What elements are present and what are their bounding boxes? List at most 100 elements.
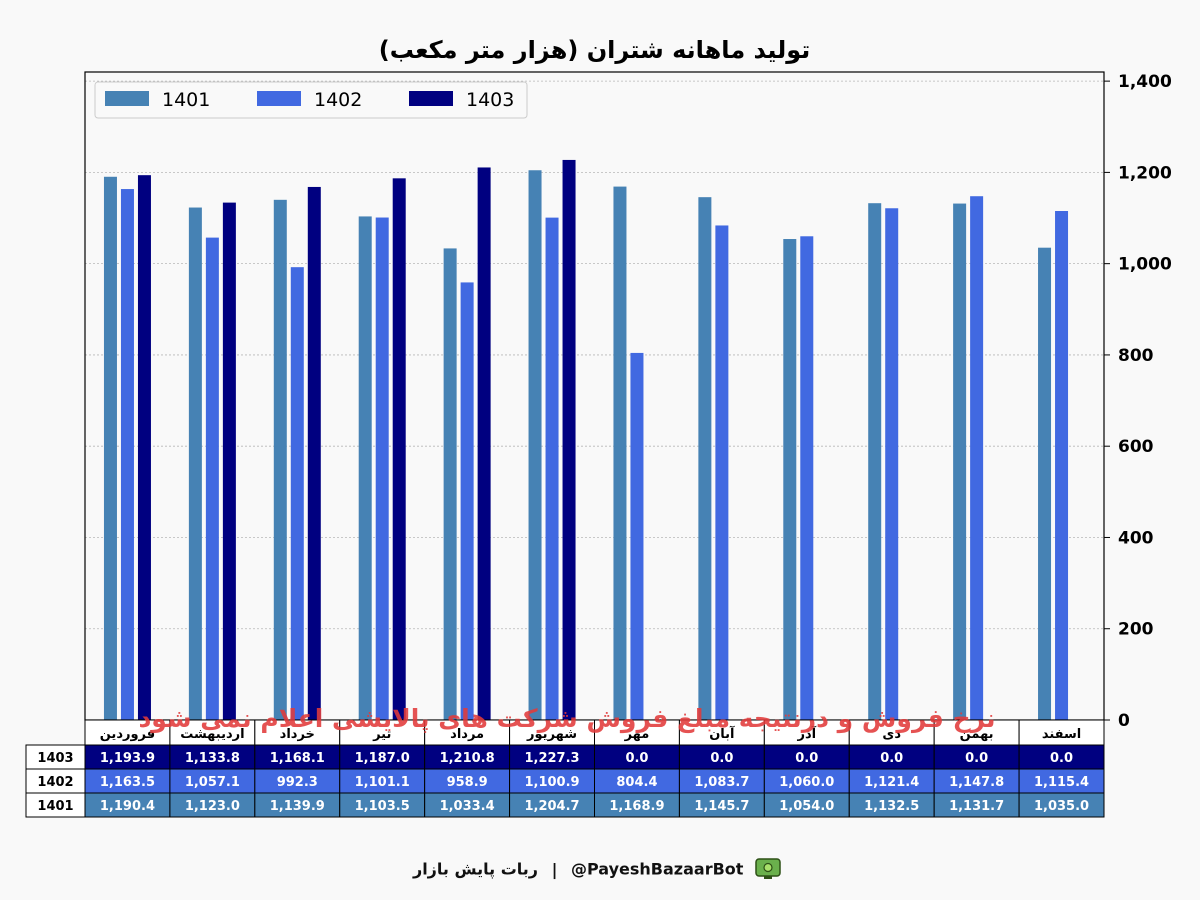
bar-1402 (205, 237, 219, 720)
table-cell (84, 792, 171, 818)
table-cell-value: 1,168.1 (270, 751, 325, 766)
table-cell-value: 1,033.4 (440, 799, 495, 814)
bar-1401 (1038, 247, 1052, 721)
table-cell (594, 744, 680, 770)
table-cell-value: 1,100.9 (524, 775, 579, 790)
legend-label-1401: 1401 (162, 89, 210, 111)
legend-swatch-1401 (105, 91, 149, 106)
table-cell (424, 744, 511, 770)
chart-title: تولید ماهانه شتران (هزار متر مکعب) (379, 36, 811, 64)
bar-1401 (273, 199, 287, 720)
month-label: آبان (709, 725, 735, 742)
legend: 1401 1402 1403 (94, 81, 528, 119)
table-cell (339, 792, 426, 818)
bar-1401 (868, 203, 882, 720)
legend-label-1402: 1402 (314, 89, 362, 111)
table-cell (424, 792, 511, 818)
month-label: مهر (624, 727, 650, 742)
plot-frame (84, 71, 1105, 721)
month-label: بهمن (960, 727, 994, 742)
table-cell-value: 1,210.8 (440, 751, 495, 766)
table-cell-value: 1,123.0 (185, 799, 240, 814)
row-label: 1401 (37, 799, 73, 814)
table-cell-value: 1,101.1 (355, 775, 410, 790)
table-cell-value: 0.0 (1050, 751, 1073, 766)
bar-1401 (613, 186, 627, 720)
month-label: شهریور (526, 727, 577, 742)
bar-1402 (1055, 211, 1069, 721)
bar-1402 (800, 236, 814, 721)
bar-1402 (460, 282, 474, 720)
month-label: تیر (372, 727, 391, 742)
bar-1403 (562, 159, 576, 720)
month-label: خرداد (280, 727, 315, 742)
table-cell-value: 1,145.7 (694, 799, 749, 814)
table-header-cell (254, 719, 341, 746)
bar-1403 (137, 175, 151, 720)
table-cell-value: 1,139.9 (270, 799, 325, 814)
table-cell-value: 1,227.3 (524, 751, 579, 766)
legend-swatch-1402 (257, 91, 301, 106)
table-cell-value: 0.0 (625, 751, 648, 766)
table-cell (1018, 792, 1105, 818)
table-header-cell (848, 719, 935, 746)
table-cell-value: 1,035.0 (1034, 799, 1089, 814)
table-header-cell (933, 719, 1020, 746)
table-cell-value: 1,168.9 (609, 799, 664, 814)
bar-1402 (885, 208, 899, 720)
bar-1401 (528, 170, 542, 720)
y-tick-label: 1,400 (1118, 72, 1172, 92)
table-header-cell (678, 719, 765, 746)
table-cell-value: 1,054.0 (779, 799, 834, 814)
table-cell (594, 792, 680, 818)
table-cell-value: 0.0 (795, 751, 818, 766)
bar-1402 (715, 225, 729, 720)
y-tick-label: 600 (1118, 437, 1154, 457)
bar-1401 (953, 203, 967, 720)
bar-1401 (698, 197, 712, 720)
bar-1401 (103, 176, 117, 720)
legend-swatch-1403 (409, 91, 453, 106)
bar-1402 (970, 196, 984, 720)
table-cell (763, 792, 850, 818)
table-cell (678, 768, 765, 794)
table-header-cell (339, 719, 426, 746)
month-label: اسفند (1042, 727, 1081, 742)
table-cell-value: 992.3 (277, 775, 318, 790)
table-cell-value: 0.0 (710, 751, 733, 766)
table-cell-value: 1,083.7 (694, 775, 749, 790)
y-tick-label: 200 (1118, 620, 1154, 640)
month-label: فروردین (100, 727, 155, 742)
table-cell-value: 0.0 (880, 751, 903, 766)
table-cell (169, 744, 256, 770)
table-header-cell (1018, 719, 1105, 746)
table-cell-value: 1,131.7 (949, 799, 1004, 814)
table-cell (1018, 768, 1105, 794)
table-cell-value: 1,115.4 (1034, 775, 1089, 790)
month-label: مرداد (450, 727, 484, 742)
bar-1402 (120, 189, 134, 720)
table-cell-value: 1,147.8 (949, 775, 1004, 790)
table-cell-value: 1,121.4 (864, 775, 919, 790)
bar-1403 (477, 167, 491, 720)
bar-1403 (222, 202, 236, 720)
footer-handle[interactable]: @PayeshBazaarBot (571, 859, 744, 879)
y-tick-label: 1,000 (1118, 255, 1172, 275)
bar-1402 (290, 267, 304, 720)
y-tick-label: 400 (1118, 528, 1154, 548)
bar-1402 (545, 217, 559, 720)
table-cell-value: 1,193.9 (100, 751, 155, 766)
table-cell (763, 744, 850, 770)
table-cell (339, 744, 426, 770)
table-cell (169, 792, 256, 818)
table-cell (933, 768, 1020, 794)
y-tick-label: 0 (1118, 711, 1130, 731)
table-cell-value: 1,204.7 (524, 799, 579, 814)
table-cell-value: 1,103.5 (355, 799, 410, 814)
table-cell-value: 958.9 (447, 775, 488, 790)
bot-icon (755, 858, 781, 879)
table-cell-value: 1,163.5 (100, 775, 155, 790)
month-label: آذر (796, 725, 816, 742)
data-table: فروردین اردیبهشت خرداد تیر مرداد شهریور مهر آبا… (25, 719, 1105, 818)
